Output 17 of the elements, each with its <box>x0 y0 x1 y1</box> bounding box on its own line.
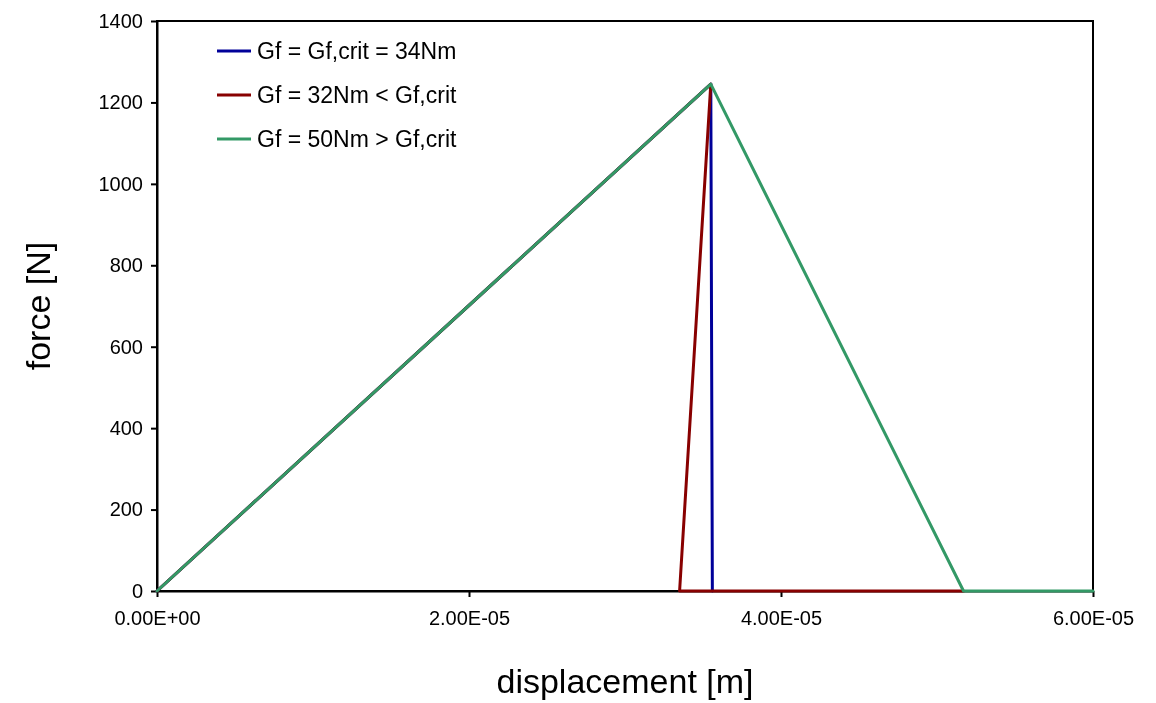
y-tick-label: 200 <box>109 498 143 521</box>
y-axis-title: force [N] <box>19 241 57 371</box>
legend-label: Gf = Gf,crit = 34Nm <box>257 38 457 64</box>
x-tick-label: 4.00E-05 <box>740 607 823 630</box>
y-tick-label: 1200 <box>98 91 143 114</box>
y-tick-label: 0 <box>131 579 143 602</box>
y-tick-label: 1000 <box>98 172 143 195</box>
x-axis-title: displacement [m] <box>496 662 754 700</box>
legend-label: Gf = 50Nm > Gf,crit <box>257 126 457 152</box>
y-tick-label: 600 <box>109 335 143 358</box>
x-tick-label: 2.00E-05 <box>428 607 511 630</box>
x-tick-label: 6.00E-05 <box>1052 607 1135 630</box>
y-tick-label: 1400 <box>98 9 143 32</box>
x-tick-label: 0.00E+00 <box>114 607 201 630</box>
legend-label: Gf = 32Nm < Gf,crit <box>257 82 457 108</box>
y-tick-label: 800 <box>109 254 143 277</box>
y-tick-label: 400 <box>109 417 143 440</box>
